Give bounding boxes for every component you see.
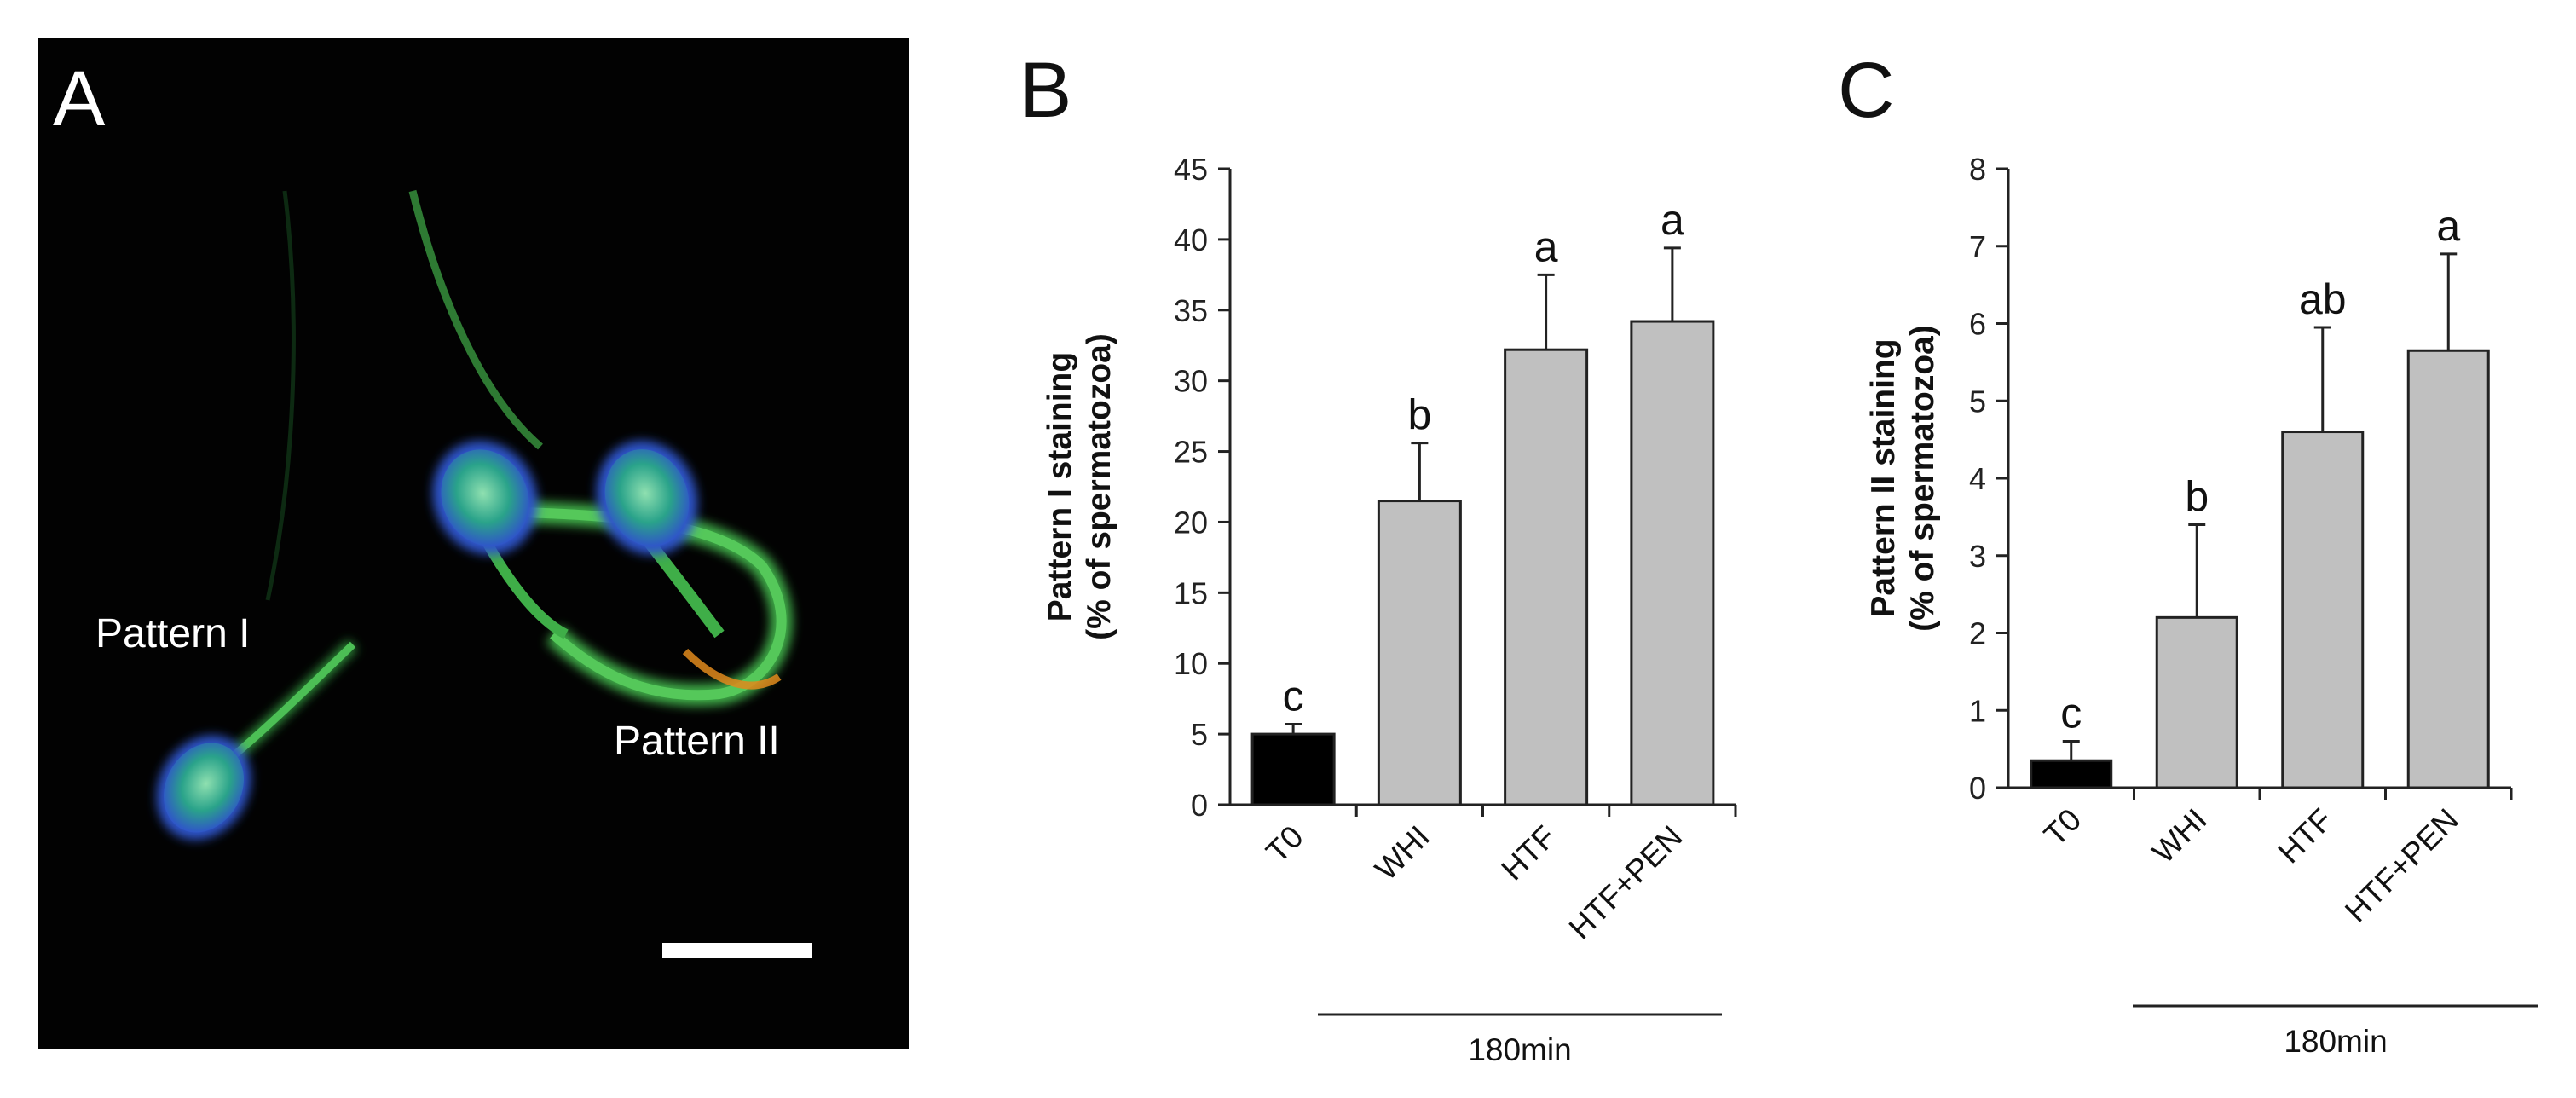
y-tick-label: 25 [1174,435,1208,470]
significance-label: c [2060,690,2082,737]
y-tick-label: 0 [1969,771,1986,806]
x-tick-label: T0 [2037,802,2088,853]
y-tick-label: 10 [1174,646,1208,681]
y-tick-label: 7 [1969,229,1986,264]
bar-htf-pen [2406,349,2490,789]
y-tick-label: 30 [1174,364,1208,399]
y-tick-label: 5 [1969,384,1986,419]
y-tick-label: 20 [1174,505,1208,540]
y-tick-label: 0 [1191,788,1208,823]
y-tick-label: 15 [1174,575,1208,610]
micrograph-image [156,189,812,958]
bar-t0 [2030,759,2113,789]
bar-whi [2155,615,2238,789]
micrograph-panel: A Pattern I Pattern II [38,38,909,1049]
y-tick-label: 45 [1174,152,1208,187]
panel-letter-c: C [1838,47,1895,134]
bar-htf [2281,431,2365,789]
panel-letter-b: B [1019,47,1072,134]
y-tick-label: 4 [1969,461,1986,496]
y-axis-label-line2: (% of spermatozoa) [1081,333,1118,640]
x-tick-label: HTF [2272,802,2340,870]
y-tick-label: 8 [1969,152,1986,187]
y-tick-label: 5 [1191,717,1208,752]
bar-htf-pen [1630,320,1715,806]
y-tick-label: 3 [1969,539,1986,574]
y-axis-label-line1: Pattern I staining [1042,352,1078,621]
bar-htf [1504,348,1589,806]
x-tick-label: HTF+PEN [2338,802,2465,929]
y-axis-label-line2: (% of spermatozoa) [1904,325,1941,632]
significance-label: a [1661,196,1684,244]
y-tick-label: 6 [1969,307,1986,342]
significance-label: c [1283,673,1304,720]
bar-whi [1377,500,1462,806]
group-label: 180min [2284,1024,2387,1059]
significance-label: b [2185,472,2209,520]
pattern-ii-label: Pattern II [614,719,780,764]
significance-label: a [1534,222,1558,270]
significance-label: b [1407,391,1431,439]
y-tick-label: 1 [1969,693,1986,728]
group-label: 180min [1468,1032,1571,1067]
panel-letter-a: A [53,55,106,142]
pattern-i-label: Pattern I [95,611,251,656]
significance-label: a [2436,202,2460,250]
y-axis-label-line1: Pattern II staining [1865,338,1902,617]
x-tick-label: WHI [2146,802,2214,870]
y-tick-label: 35 [1174,293,1208,328]
bar-t0 [1250,732,1336,806]
scale-bar [662,943,812,958]
y-tick-label: 2 [1969,616,1986,651]
y-tick-label: 40 [1174,222,1208,257]
significance-label: ab [2299,275,2347,323]
